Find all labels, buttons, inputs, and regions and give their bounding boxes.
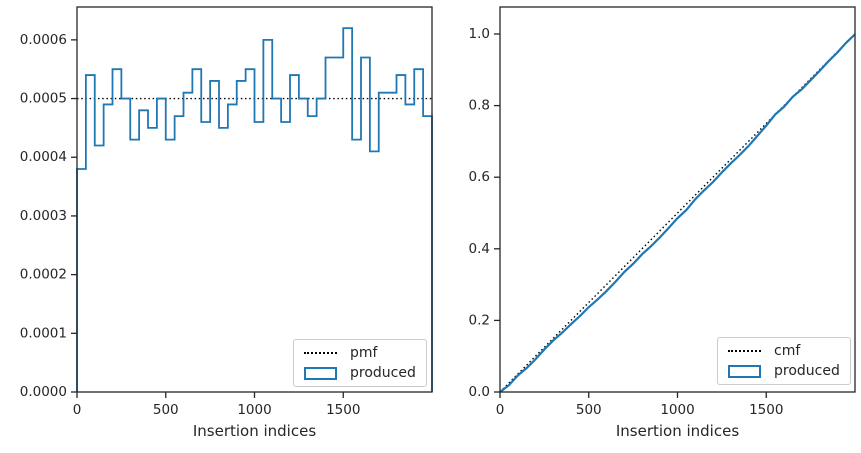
- right-x-axis-label: Insertion indices: [615, 422, 740, 440]
- y-tick-label: 0.0005: [20, 91, 67, 107]
- legend-label: cmf: [774, 343, 801, 359]
- x-tick-label: 1500: [326, 402, 360, 418]
- step-patch-sample: [304, 366, 337, 380]
- produced-cumulative-line: [499, 33, 856, 393]
- dotted-line-sample: [304, 352, 337, 354]
- y-tick-label: 0.0: [469, 384, 490, 400]
- axes-spines: [76, 6, 433, 393]
- x-tick-label: 1000: [237, 402, 271, 418]
- y-tick-label: 0.8: [469, 98, 490, 114]
- legend-item-produced: produced: [728, 362, 840, 380]
- y-tick-label: 0.0001: [20, 325, 67, 341]
- left-legend: pmf produced: [293, 339, 427, 387]
- left-x-axis-label: Insertion indices: [192, 422, 317, 440]
- y-tick-label: 1.0: [469, 26, 490, 42]
- y-tick-label: 0.0002: [20, 267, 67, 283]
- y-tick-label: 0.0004: [20, 149, 67, 165]
- legend-item-cmf: cmf: [728, 342, 840, 360]
- legend-label: pmf: [350, 345, 378, 361]
- right-legend: cmf produced: [717, 337, 851, 385]
- y-tick-label: 0.4: [469, 241, 490, 257]
- produced-step-line: [76, 27, 433, 392]
- axes-spines: [499, 6, 856, 393]
- dotted-line-sample: [728, 350, 761, 352]
- legend-label: produced: [774, 363, 840, 379]
- x-tick-label: 0: [73, 402, 82, 418]
- x-tick-label: 500: [153, 402, 179, 418]
- x-tick-label: 0: [496, 402, 505, 418]
- x-tick-label: 1000: [660, 402, 694, 418]
- y-tick-label: 0.0000: [20, 384, 67, 400]
- step-patch-sample: [728, 364, 761, 378]
- legend-item-produced: produced: [304, 364, 416, 382]
- y-tick-label: 0.2: [469, 312, 490, 328]
- legend-item-pmf: pmf: [304, 344, 416, 362]
- y-tick-label: 0.0006: [20, 32, 67, 48]
- x-tick-label: 500: [576, 402, 602, 418]
- y-tick-label: 0.0003: [20, 208, 67, 224]
- legend-label: produced: [350, 365, 416, 381]
- y-tick-label: 0.6: [469, 169, 490, 185]
- x-tick-label: 1500: [749, 402, 783, 418]
